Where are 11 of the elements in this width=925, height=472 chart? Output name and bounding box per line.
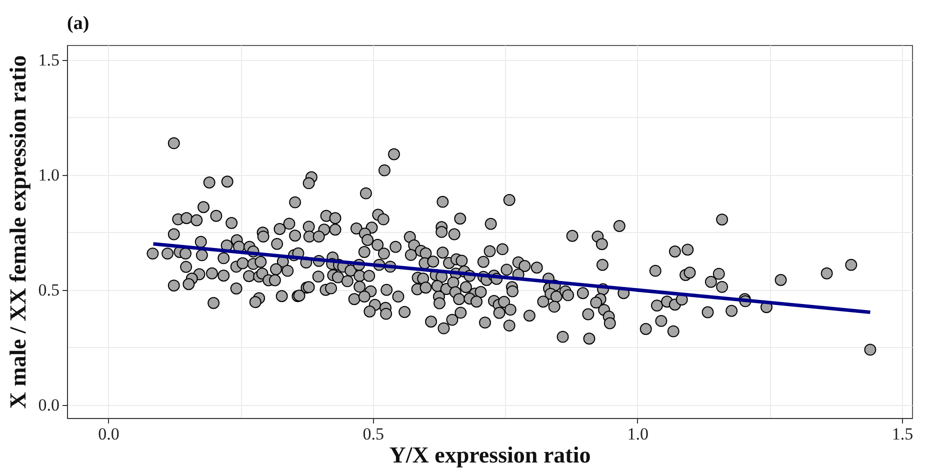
- y-axis-title: X male / XX female expression ratio: [5, 55, 30, 409]
- x-axis-title: Y/X expression ratio: [389, 442, 591, 468]
- y-tick-label: 1.5: [38, 50, 60, 70]
- y-tick-label: 1.0: [38, 165, 60, 184]
- x-tick-label: 1.0: [627, 424, 649, 444]
- x-tick-label: 0.0: [98, 424, 120, 444]
- chart-title: (a): [67, 13, 90, 34]
- y-tick-label: 0.5: [38, 280, 60, 300]
- x-tick-label: 0.5: [362, 424, 384, 444]
- x-tick-label: 1.5: [892, 424, 914, 444]
- y-tick-label: 0.0: [38, 395, 60, 414]
